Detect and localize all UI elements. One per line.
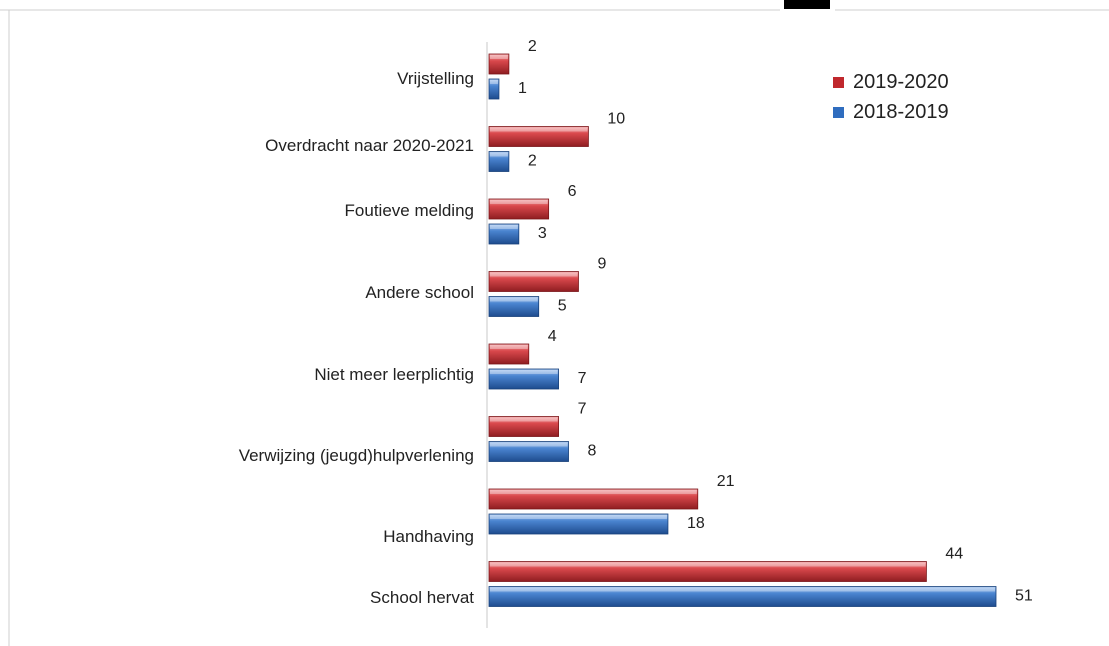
bar-highlight bbox=[490, 417, 558, 422]
bar-highlight bbox=[490, 272, 578, 277]
bar-series-2019-2020 bbox=[488, 126, 589, 147]
category-label: Verwijzing (jeugd)hulpverlening bbox=[239, 446, 474, 465]
legend-swatch bbox=[833, 77, 844, 88]
data-label: 2 bbox=[528, 153, 537, 170]
bar-series-2019-2020 bbox=[488, 343, 530, 365]
data-label: 6 bbox=[568, 183, 577, 200]
bar-highlight bbox=[490, 370, 558, 374]
bar-highlight bbox=[490, 515, 667, 519]
bar-series-2018-2019 bbox=[488, 441, 569, 462]
data-label: 7 bbox=[578, 370, 587, 387]
category-label: School hervat bbox=[370, 588, 474, 607]
data-label: 10 bbox=[607, 111, 625, 128]
data-label: 9 bbox=[597, 256, 606, 273]
data-label: 3 bbox=[538, 225, 547, 242]
bar-series-2018-2019 bbox=[488, 586, 997, 607]
title-fragment bbox=[784, 0, 830, 9]
category-label: Foutieve melding bbox=[345, 201, 474, 220]
bar-highlight bbox=[490, 297, 538, 302]
bar-series-2019-2020 bbox=[488, 198, 550, 220]
legend: 2019-2020 2018-2019 bbox=[833, 71, 949, 123]
data-label: 2 bbox=[528, 38, 537, 55]
bar-highlight bbox=[490, 200, 548, 204]
data-label: 51 bbox=[1015, 588, 1033, 605]
bar-highlight bbox=[490, 345, 528, 349]
data-label: 21 bbox=[717, 473, 735, 490]
category-labels: Vrijstelling Overdracht naar 2020-2021 Fou… bbox=[239, 69, 475, 607]
data-label: 4 bbox=[548, 328, 557, 345]
category-label: Andere school bbox=[365, 283, 474, 302]
data-label: 5 bbox=[558, 298, 567, 315]
bar-highlight bbox=[490, 562, 926, 567]
bar-highlight bbox=[490, 152, 508, 157]
bars bbox=[488, 53, 997, 607]
bar-series-2019-2020 bbox=[488, 53, 510, 75]
data-label: 7 bbox=[578, 401, 587, 418]
legend-swatch bbox=[833, 107, 844, 118]
bar-highlight bbox=[490, 55, 508, 59]
legend-label: 2018-2019 bbox=[853, 101, 949, 123]
bar-series-2018-2019 bbox=[488, 368, 559, 390]
bar-series-2019-2020 bbox=[488, 561, 927, 582]
data-label: 44 bbox=[945, 546, 963, 563]
bar-series-2019-2020 bbox=[488, 416, 559, 437]
bar-series-2019-2020 bbox=[488, 488, 699, 510]
bar-highlight bbox=[490, 442, 568, 447]
category-label: Vrijstelling bbox=[397, 69, 474, 88]
data-label: 18 bbox=[687, 515, 705, 532]
data-label: 1 bbox=[518, 80, 527, 97]
bar-series-2018-2019 bbox=[488, 151, 510, 172]
bar-series-2018-2019 bbox=[488, 513, 669, 535]
bar-series-2018-2019 bbox=[488, 223, 520, 245]
bar-highlight bbox=[490, 490, 697, 494]
category-label: Handhaving bbox=[383, 527, 474, 546]
bar-highlight bbox=[490, 587, 995, 592]
bar-series-2018-2019 bbox=[488, 296, 540, 317]
bar-highlight bbox=[490, 80, 498, 84]
bar-series-2019-2020 bbox=[488, 271, 579, 292]
legend-label: 2019-2020 bbox=[853, 71, 949, 93]
category-label: Overdracht naar 2020-2021 bbox=[265, 136, 474, 155]
category-label: Niet meer leerplichtig bbox=[314, 365, 474, 384]
bar-highlight bbox=[490, 225, 518, 229]
data-label: 8 bbox=[588, 443, 597, 460]
bar-series-2018-2019 bbox=[488, 78, 500, 100]
bar-highlight bbox=[490, 127, 588, 132]
